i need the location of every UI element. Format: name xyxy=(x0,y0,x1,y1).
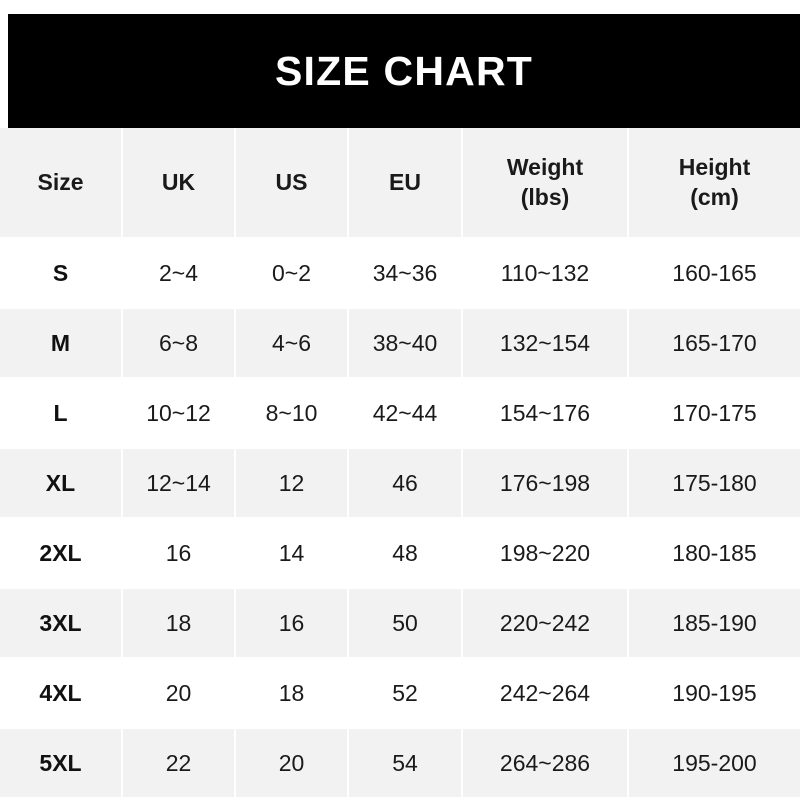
cell-eu: 50 xyxy=(348,588,463,659)
cell-weight: 154~176 xyxy=(462,378,629,449)
cell-size: 5XL xyxy=(0,728,123,799)
table-row: L 10~12 8~10 42~44 154~176 170-175 xyxy=(0,378,800,449)
column-header-weight-line1: Weight xyxy=(506,154,584,181)
cell-eu: 52 xyxy=(348,658,463,729)
cell-uk: 22 xyxy=(122,728,236,799)
column-header-eu: EU xyxy=(348,128,463,239)
cell-size: XL xyxy=(0,448,123,519)
cell-us: 12 xyxy=(235,448,349,519)
cell-size: L xyxy=(0,378,123,449)
title-banner: SIZE CHART xyxy=(8,14,800,128)
cell-size: M xyxy=(0,308,123,379)
table-row: XL 12~14 12 46 176~198 175-180 xyxy=(0,448,800,519)
cell-height: 160-165 xyxy=(628,238,800,309)
cell-us: 4~6 xyxy=(235,308,349,379)
column-header-us-line1: US xyxy=(275,168,308,195)
table-row: 5XL 22 20 54 264~286 195-200 xyxy=(0,728,800,799)
cell-height: 175-180 xyxy=(628,448,800,519)
column-header-weight-line2: (lbs) xyxy=(520,183,570,210)
table-row: 3XL 18 16 50 220~242 185-190 xyxy=(0,588,800,659)
cell-eu: 48 xyxy=(348,518,463,589)
cell-size: 2XL xyxy=(0,518,123,589)
table-row: M 6~8 4~6 38~40 132~154 165-170 xyxy=(0,308,800,379)
cell-eu: 38~40 xyxy=(348,308,463,379)
cell-uk: 6~8 xyxy=(122,308,236,379)
cell-height: 165-170 xyxy=(628,308,800,379)
cell-eu: 54 xyxy=(348,728,463,799)
cell-uk: 2~4 xyxy=(122,238,236,309)
table-row: 2XL 16 14 48 198~220 180-185 xyxy=(0,518,800,589)
cell-us: 18 xyxy=(235,658,349,729)
column-header-weight: Weight (lbs) xyxy=(462,128,629,239)
cell-weight: 264~286 xyxy=(462,728,629,799)
cell-weight: 198~220 xyxy=(462,518,629,589)
column-header-us: US xyxy=(235,128,349,239)
cell-uk: 20 xyxy=(122,658,236,729)
cell-us: 20 xyxy=(235,728,349,799)
cell-uk: 18 xyxy=(122,588,236,659)
cell-height: 195-200 xyxy=(628,728,800,799)
table-row: 4XL 20 18 52 242~264 190-195 xyxy=(0,658,800,729)
cell-us: 16 xyxy=(235,588,349,659)
size-chart-table: Size UK US EU Weight (lbs) Height (cm) xyxy=(0,128,800,799)
cell-weight: 132~154 xyxy=(462,308,629,379)
cell-height: 190-195 xyxy=(628,658,800,729)
header-row: Size UK US EU Weight (lbs) Height (cm) xyxy=(0,128,800,239)
cell-uk: 16 xyxy=(122,518,236,589)
column-header-size: Size xyxy=(0,128,123,239)
table-row: S 2~4 0~2 34~36 110~132 160-165 xyxy=(0,238,800,309)
cell-us: 8~10 xyxy=(235,378,349,449)
page-title: SIZE CHART xyxy=(275,47,533,94)
table-body: S 2~4 0~2 34~36 110~132 160-165 M 6~8 4~6 38~40 13… xyxy=(0,238,800,799)
column-header-eu-line1: EU xyxy=(389,168,421,195)
cell-size: 3XL xyxy=(0,588,123,659)
cell-height: 170-175 xyxy=(628,378,800,449)
cell-weight: 242~264 xyxy=(462,658,629,729)
table-header: Size UK US EU Weight (lbs) Height (cm) xyxy=(0,128,800,239)
column-header-height-line2: (cm) xyxy=(690,183,739,210)
cell-eu: 34~36 xyxy=(348,238,463,309)
cell-height: 180-185 xyxy=(628,518,800,589)
cell-us: 0~2 xyxy=(235,238,349,309)
column-header-height-line1: Height xyxy=(678,154,751,181)
cell-eu: 46 xyxy=(348,448,463,519)
cell-eu: 42~44 xyxy=(348,378,463,449)
cell-uk: 10~12 xyxy=(122,378,236,449)
cell-weight: 176~198 xyxy=(462,448,629,519)
cell-size: S xyxy=(0,238,123,309)
column-header-uk-line1: UK xyxy=(161,168,196,195)
cell-weight: 220~242 xyxy=(462,588,629,659)
column-header-uk: UK xyxy=(122,128,236,239)
cell-uk: 12~14 xyxy=(122,448,236,519)
cell-weight: 110~132 xyxy=(462,238,629,309)
cell-height: 185-190 xyxy=(628,588,800,659)
cell-us: 14 xyxy=(235,518,349,589)
column-header-size-line1: Size xyxy=(37,168,84,195)
column-header-height: Height (cm) xyxy=(628,128,800,239)
cell-size: 4XL xyxy=(0,658,123,729)
